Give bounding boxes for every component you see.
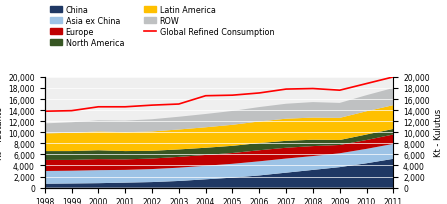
Legend: China, Asia ex China, Europe, North America, Latin America, ROW, Global Refined : China, Asia ex China, Europe, North Amer… — [49, 4, 276, 49]
Y-axis label: Kt - Kulutus: Kt - Kulutus — [434, 109, 443, 157]
Y-axis label: Kt - Tuotanto: Kt - Tuotanto — [0, 106, 4, 159]
